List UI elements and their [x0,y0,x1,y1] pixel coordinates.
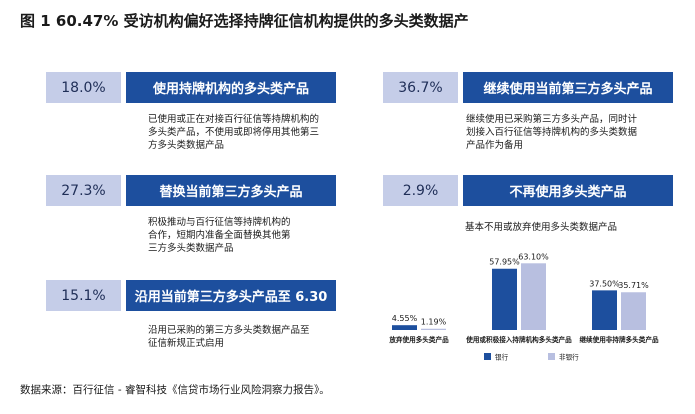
bar-bank-1 [492,268,517,330]
card-label: 替换当前第三方多头产品 [126,175,336,206]
description-line: 征信新规正式启用 [148,338,225,349]
card-continue-third-party: 36.7% 继续使用当前第三方多头产品 [383,72,673,103]
legend-swatch [484,353,491,360]
description-line: 产品作为备用 [466,140,524,151]
card-label: 不再使用多头类产品 [463,175,673,206]
card-description: 已使用或正在对接百行征信等持牌机构的 多头类产品，不使用或即将停用其他第三 方多… [148,113,319,152]
description-line: 积极推动与百行征信等持牌机构的 [148,217,291,228]
card-percent: 18.0% [46,72,121,103]
category-label: 放弃使用多头类产品 [388,335,449,344]
card-percent: 2.9% [383,175,458,206]
bar-nonbank-2 [621,292,646,330]
figure-title: 图 1 60.47% 受访机构偏好选择持牌征信机构提供的多头类数据产 [20,12,469,30]
description-line: 方多头类数据产品 [148,140,225,151]
description-line: 继续使用已采购第三方多头产品，同时计 [466,114,638,125]
bar-nonbank-1 [521,263,546,330]
card-licensed-usage: 18.0% 使用持牌机构的多头类产品 [46,72,336,103]
card-description: 沿用已采购的第三方多头类数据产品至 征信新规正式启用 [148,324,310,350]
card-percent: 15.1% [46,280,121,311]
bar-value-label: 1.19% [421,318,447,327]
description-line: 三方多头类数据产品 [148,243,234,254]
description-line: 划接入百行征信等持牌机构的多头类数据 [466,127,638,138]
category-label: 继续使用非持牌多头类产品 [579,335,659,344]
chart-subtitle: 基本不用或放弃使用多头类数据产品 [465,222,618,233]
card-percent: 27.3% [46,175,121,206]
card-label: 沿用当前第三方多头产品至 6.30 [126,280,336,311]
description-line: 多头类产品，不使用或即将停用其他第三 [148,127,320,138]
bar-value-label: 35.71% [618,281,649,290]
bar-nonbank-0 [421,328,446,330]
card-description: 积极推动与百行征信等持牌机构的 合作，短期内准备全面替换其他第 三方多头类数据产… [148,216,291,255]
bar-chart: 4.55% 1.19% 放弃使用多头类产品 57.95%63.10% 使用或积极接入持牌… [388,252,659,362]
card-label: 使用持牌机构的多头类产品 [126,72,336,103]
description-line: 已使用或正在对接百行征信等持牌机构的 [148,114,320,125]
bar-value-label: 4.55% [392,314,418,323]
bar-bank-2 [592,290,617,330]
category-label: 使用或积极接入持牌机构多头类产品 [465,335,572,344]
card-label: 继续使用当前第三方多头产品 [463,72,673,103]
bar-value-label: 63.10% [518,252,549,261]
card-percent: 36.7% [383,72,458,103]
bar-value-label: 37.50% [589,279,620,288]
card-replace-third-party: 27.3% 替换当前第三方多头产品 [46,175,336,206]
legend-label: 银行 [495,353,509,362]
card-keep-until-630: 15.1% 沿用当前第三方多头产品至 6.30 [46,280,336,311]
card-stop-usage: 2.9% 不再使用多头类产品 [383,175,673,206]
card-description: 继续使用已采购第三方多头产品，同时计 划接入百行征信等持牌机构的多头类数据 产品… [466,113,637,152]
bar-value-label: 57.95% [489,258,520,267]
data-source: 数据来源：百行征信 - 睿智科技《信贷市场行业风险洞察力报告》。 [20,384,330,396]
description-line: 沿用已采购的第三方多头类数据产品至 [148,325,310,336]
legend-swatch [548,353,555,360]
bar-bank-0 [392,325,417,330]
description-line: 合作，短期内准备全面替换其他第 [148,230,291,241]
legend-label: 非银行 [559,353,579,362]
